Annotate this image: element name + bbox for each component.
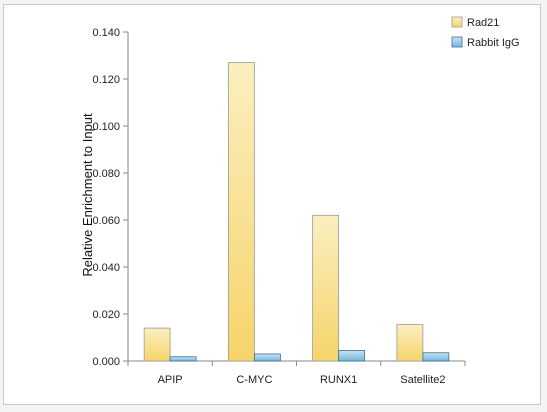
y-axis-title: Relative Enrichment to Input (80, 113, 95, 277)
y-tick-label: 0.000 (92, 356, 120, 368)
y-tick-label: 0.060 (92, 215, 120, 227)
x-tick-label: APIP (158, 374, 183, 386)
axes: 0.000 0.020 0.040 0.060 0.080 0.100 0.120 0.140… (92, 27, 466, 386)
y-tick-label: 0.080 (92, 168, 120, 180)
x-tick-label: C-MYC (236, 374, 272, 386)
bar-rad21 (312, 214, 340, 362)
legend-label: Rabbit IgG (467, 37, 520, 49)
y-tick-label: 0.140 (92, 27, 120, 39)
x-tick-label: Satellite2 (400, 374, 445, 386)
y-tick-label: 0.040 (92, 262, 120, 274)
chart-frame (3, 4, 541, 405)
bar-rabbit-igg (422, 352, 450, 362)
bar-rad21 (396, 324, 424, 362)
legend-swatch (451, 36, 463, 48)
y-tick-label: 0.120 (92, 74, 120, 86)
bar-rad21 (227, 62, 255, 362)
legend-swatch (451, 16, 463, 28)
bar-rad21 (143, 327, 171, 362)
legend: Rad21 Rabbit IgG (451, 16, 520, 49)
x-tick-label: RUNX1 (320, 374, 357, 386)
y-tick-label: 0.020 (92, 309, 120, 321)
bar-rabbit-igg (169, 356, 197, 362)
bar-rabbit-igg (338, 350, 366, 362)
y-tick-label: 0.100 (92, 121, 120, 133)
bar-rabbit-igg (253, 353, 281, 362)
legend-label: Rad21 (467, 17, 499, 29)
bars (143, 62, 450, 362)
